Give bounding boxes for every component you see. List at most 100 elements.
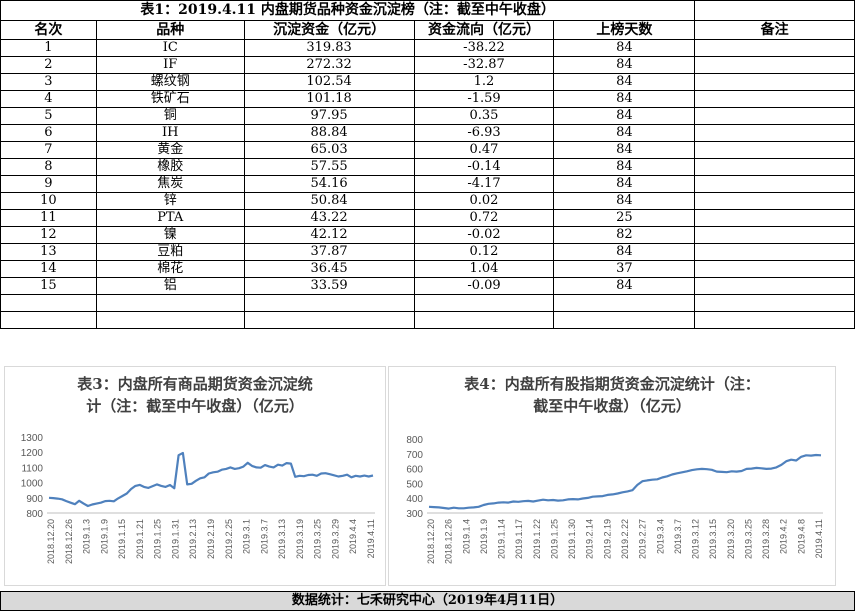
rank-cell[interactable]: 11 [0, 209, 97, 227]
header-rank[interactable]: 名次 [0, 20, 97, 40]
fund-flow-cell[interactable]: 0.02 [413, 192, 555, 210]
days-listed-cell[interactable]: 84 [553, 107, 696, 125]
remarks-cell[interactable] [694, 90, 855, 108]
rank-cell[interactable]: 14 [0, 260, 97, 278]
fund-flow-cell[interactable]: -1.59 [413, 90, 555, 108]
settled-funds-cell[interactable]: 272.32 [243, 56, 415, 74]
settled-funds-cell[interactable]: 36.45 [243, 260, 415, 278]
fund-flow-cell[interactable]: -32.87 [413, 56, 555, 74]
days-listed-cell[interactable]: 84 [553, 192, 696, 210]
variety-cell[interactable]: 铝 [95, 277, 245, 295]
remarks-cell[interactable] [694, 73, 855, 91]
days-listed-cell[interactable]: 82 [553, 226, 696, 244]
fund-flow-cell[interactable]: 0.72 [413, 209, 555, 227]
settled-funds-cell[interactable]: 97.95 [243, 107, 415, 125]
variety-cell[interactable]: 铁矿石 [95, 90, 245, 108]
variety-cell[interactable] [95, 294, 245, 312]
days-listed-cell[interactable]: 84 [553, 90, 696, 108]
header-settled-funds[interactable]: 沉淀资金（亿元） [243, 20, 415, 40]
fund-flow-cell[interactable]: -4.17 [413, 175, 555, 193]
rank-cell[interactable]: 3 [0, 73, 97, 91]
fund-flow-cell[interactable]: -38.22 [413, 39, 555, 57]
remarks-cell[interactable] [694, 192, 855, 210]
rank-cell[interactable]: 2 [0, 56, 97, 74]
variety-cell[interactable]: IF [95, 56, 245, 74]
days-listed-cell[interactable]: 84 [553, 175, 696, 193]
settled-funds-cell[interactable]: 319.83 [243, 39, 415, 57]
days-listed-cell[interactable] [553, 294, 696, 312]
fund-flow-cell[interactable]: 1.2 [413, 73, 555, 91]
days-listed-cell[interactable]: 84 [553, 73, 696, 91]
remarks-cell[interactable] [694, 209, 855, 227]
days-listed-cell[interactable]: 84 [553, 277, 696, 295]
settled-funds-cell[interactable] [243, 311, 415, 329]
variety-cell[interactable]: 橡胶 [95, 158, 245, 176]
remarks-cell[interactable] [694, 141, 855, 159]
fund-flow-cell[interactable] [413, 311, 555, 329]
variety-cell[interactable]: 镍 [95, 226, 245, 244]
rank-cell[interactable]: 9 [0, 175, 97, 193]
header-remarks[interactable]: 备注 [694, 20, 855, 40]
rank-cell[interactable] [0, 294, 97, 312]
settled-funds-cell[interactable]: 37.87 [243, 243, 415, 261]
fund-flow-cell[interactable]: -6.93 [413, 124, 555, 142]
remarks-cell[interactable] [694, 277, 855, 295]
variety-cell[interactable]: 铜 [95, 107, 245, 125]
rank-cell[interactable]: 7 [0, 141, 97, 159]
header-variety[interactable]: 品种 [95, 20, 245, 40]
days-listed-cell[interactable]: 84 [553, 158, 696, 176]
settled-funds-cell[interactable]: 65.03 [243, 141, 415, 159]
rank-cell[interactable]: 5 [0, 107, 97, 125]
days-listed-cell[interactable]: 25 [553, 209, 696, 227]
table-title-blank-cell[interactable] [694, 0, 855, 21]
settled-funds-cell[interactable]: 57.55 [243, 158, 415, 176]
fund-flow-cell[interactable]: 0.47 [413, 141, 555, 159]
settled-funds-cell[interactable]: 88.84 [243, 124, 415, 142]
days-listed-cell[interactable]: 84 [553, 243, 696, 261]
header-fund-flow[interactable]: 资金流向（亿元） [413, 20, 555, 40]
rank-cell[interactable]: 10 [0, 192, 97, 210]
variety-cell[interactable]: PTA [95, 209, 245, 227]
remarks-cell[interactable] [694, 39, 855, 57]
remarks-cell[interactable] [694, 226, 855, 244]
fund-flow-cell[interactable] [413, 294, 555, 312]
settled-funds-cell[interactable]: 54.16 [243, 175, 415, 193]
fund-flow-cell[interactable]: -0.14 [413, 158, 555, 176]
rank-cell[interactable]: 15 [0, 277, 97, 295]
variety-cell[interactable]: 黄金 [95, 141, 245, 159]
fund-flow-cell[interactable]: 0.12 [413, 243, 555, 261]
remarks-cell[interactable] [694, 294, 855, 312]
days-listed-cell[interactable]: 84 [553, 141, 696, 159]
variety-cell[interactable]: 锌 [95, 192, 245, 210]
days-listed-cell[interactable]: 84 [553, 124, 696, 142]
remarks-cell[interactable] [694, 311, 855, 329]
fund-flow-cell[interactable]: 1.04 [413, 260, 555, 278]
variety-cell[interactable]: IH [95, 124, 245, 142]
settled-funds-cell[interactable] [243, 294, 415, 312]
variety-cell[interactable]: 螺纹钢 [95, 73, 245, 91]
days-listed-cell[interactable] [553, 311, 696, 329]
remarks-cell[interactable] [694, 56, 855, 74]
remarks-cell[interactable] [694, 158, 855, 176]
days-listed-cell[interactable]: 84 [553, 56, 696, 74]
rank-cell[interactable]: 8 [0, 158, 97, 176]
variety-cell[interactable] [95, 311, 245, 329]
remarks-cell[interactable] [694, 243, 855, 261]
remarks-cell[interactable] [694, 260, 855, 278]
settled-funds-cell[interactable]: 102.54 [243, 73, 415, 91]
fund-flow-cell[interactable]: -0.09 [413, 277, 555, 295]
variety-cell[interactable]: IC [95, 39, 245, 57]
rank-cell[interactable] [0, 311, 97, 329]
fund-flow-cell[interactable]: -0.02 [413, 226, 555, 244]
rank-cell[interactable]: 6 [0, 124, 97, 142]
days-listed-cell[interactable]: 37 [553, 260, 696, 278]
settled-funds-cell[interactable]: 50.84 [243, 192, 415, 210]
variety-cell[interactable]: 棉花 [95, 260, 245, 278]
settled-funds-cell[interactable]: 43.22 [243, 209, 415, 227]
rank-cell[interactable]: 12 [0, 226, 97, 244]
days-listed-cell[interactable]: 84 [553, 39, 696, 57]
settled-funds-cell[interactable]: 33.59 [243, 277, 415, 295]
variety-cell[interactable]: 豆粕 [95, 243, 245, 261]
rank-cell[interactable]: 4 [0, 90, 97, 108]
variety-cell[interactable]: 焦炭 [95, 175, 245, 193]
